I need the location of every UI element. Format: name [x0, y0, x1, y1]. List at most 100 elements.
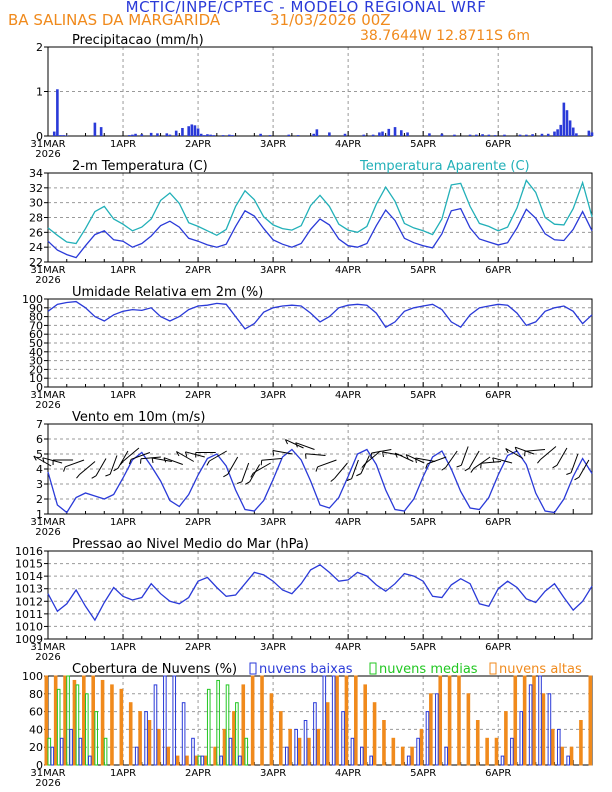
x-tick-label: 4APR [335, 390, 361, 401]
cloud-high-bar [457, 675, 461, 766]
cloud-high-bar [241, 684, 246, 766]
y-tick-label: 2 [36, 41, 43, 54]
y-tick-label: 30 [29, 197, 43, 210]
precip-bar [196, 128, 200, 136]
precip-bar [287, 134, 291, 136]
init-date: 31/03/2026 00Z [270, 11, 391, 29]
y-tick-label: 1011 [15, 608, 43, 621]
wind-barb [445, 450, 458, 468]
y-tick-label: 50 [29, 337, 43, 350]
cloud-mid-bar [197, 755, 202, 766]
y-tick-label: 28 [29, 212, 43, 225]
panel-title: Pressao ao Nivel Medio do Mar (hPa) [72, 537, 309, 552]
cloud-high-bar [157, 728, 161, 766]
x-tick-label: 6APR [485, 517, 511, 528]
precip-bar [140, 134, 144, 136]
cloud-mid-bar [47, 737, 52, 766]
precip-bar [378, 132, 381, 136]
wind-barb-flag [505, 448, 509, 454]
wind-barb-flag [42, 457, 45, 463]
wind-barb [570, 453, 579, 473]
y-tick-label: 60 [29, 706, 43, 719]
cloud-high-bar [419, 728, 424, 766]
wind-barb-flag [394, 452, 398, 458]
x-tick-label: 2APR [185, 265, 211, 276]
precip-bar [199, 133, 203, 136]
cloud-high-bar [260, 675, 264, 766]
wind-barb [152, 457, 172, 462]
precip-bar [387, 128, 391, 136]
precip-bar [525, 134, 528, 136]
panel-title: 2-m Temperatura (C) [72, 159, 208, 174]
cloud-high-bar [391, 737, 396, 766]
wind-barb [525, 449, 546, 452]
cloud-low-bar [313, 702, 317, 766]
precip-bar [343, 133, 347, 136]
cloud-low-bar [556, 728, 561, 766]
wind-barb [140, 456, 161, 460]
x-tick-label: 1APR [110, 265, 136, 276]
y-tick-label: 1009 [15, 633, 43, 646]
wind-barb [578, 459, 590, 478]
cloud-high-bar [400, 746, 405, 766]
wind-barb-flag [356, 473, 362, 477]
cloud-low-bar [519, 711, 524, 766]
wind-barb [109, 455, 118, 475]
cloud-mid-bar [225, 684, 230, 766]
precip-bar [221, 135, 225, 136]
y-tick-label: 80 [29, 688, 43, 701]
cloud-mid-bar [206, 688, 211, 766]
cloud-low-bar [538, 675, 542, 766]
cloud-high-bar [316, 728, 321, 766]
cloud-high-bar [372, 702, 377, 766]
precip-bar [231, 135, 234, 136]
wind-barb-flag [405, 454, 409, 460]
precip-bar [99, 127, 103, 136]
legend-swatch [369, 662, 377, 675]
y-tick-label: 32 [29, 182, 43, 195]
x-tick-label: 4APR [335, 139, 361, 150]
wind-barb-flag [464, 467, 470, 472]
y-tick-label: 34 [29, 167, 43, 180]
precip-bar [296, 135, 300, 136]
y-tick-label: 1010 [15, 620, 43, 633]
wind-barb [468, 450, 480, 469]
precip-bar [531, 134, 534, 136]
wind-barb [272, 450, 293, 455]
wind-barb [249, 464, 261, 483]
precip-bar [206, 134, 209, 136]
cloud-high-bar [429, 693, 433, 766]
panel-title: Precipitacao (mm/h) [72, 33, 204, 48]
panel-frame [47, 298, 593, 388]
x-tick-label: 2APR [185, 390, 211, 401]
x-tick-label: 31MAR [30, 642, 65, 653]
x-tick-label: 31MAR [30, 139, 65, 150]
y-tick-label: 80 [29, 311, 43, 324]
precip-bar [312, 133, 316, 136]
precip-bar [571, 127, 575, 136]
wind-barb [492, 457, 513, 464]
wind-barb [253, 462, 271, 474]
x-year-label: 2026 [35, 527, 60, 538]
y-tick-label: 60 [29, 328, 43, 341]
temp-line [47, 207, 593, 259]
wind-barb [117, 450, 129, 469]
cloud-low-bar [566, 755, 570, 766]
wind-barb [317, 459, 337, 468]
y-tick-label: 1014 [15, 570, 43, 583]
y-tick-label: 20 [29, 363, 43, 376]
cloud-low-bar [219, 755, 223, 766]
wind-barb [227, 456, 239, 475]
cloud-high-bar [185, 755, 189, 766]
x-tick-label: 4APR [335, 517, 361, 528]
legend-swatch [489, 662, 497, 675]
x-tick-label: 3APR [260, 642, 286, 653]
cloud-high-bar [438, 675, 443, 766]
cloud-low-bar [416, 737, 420, 766]
cloud-mid-bar [244, 737, 249, 766]
cloud-low-bar [78, 737, 83, 766]
cloud-low-bar [528, 684, 533, 766]
cloud-high-bar [53, 675, 58, 766]
y-tick-label: 70 [29, 319, 43, 332]
precip-bar [487, 134, 491, 136]
